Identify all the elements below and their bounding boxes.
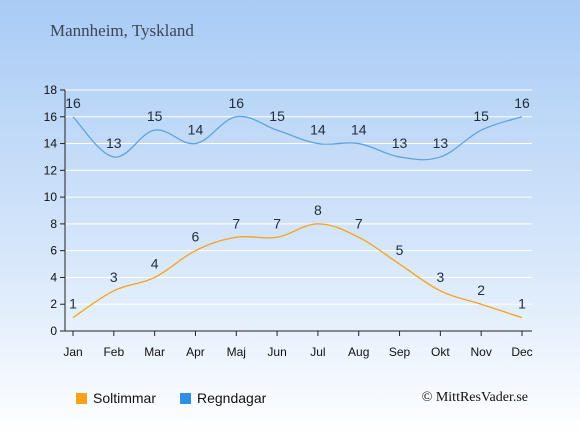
- data-label-soltimmar: 8: [314, 202, 322, 218]
- y-tick-label: 10: [44, 190, 58, 204]
- data-label-soltimmar: 7: [273, 215, 281, 231]
- legend-regndagar: Regndagar: [180, 390, 266, 406]
- data-label-regndagar: 15: [269, 108, 285, 124]
- data-label-regndagar: 14: [351, 122, 367, 138]
- x-tick-label: Sep: [389, 345, 411, 359]
- y-tick-label: 14: [44, 137, 58, 151]
- data-label-soltimmar: 3: [110, 269, 118, 285]
- x-tick-labels: Jan Feb Mar Apr Maj Jun Jul Aug Sep Okt Nov Dec: [63, 345, 532, 359]
- data-label-regndagar: 13: [392, 135, 408, 151]
- data-label-soltimmar: 1: [69, 296, 77, 312]
- y-tick-label: 16: [44, 110, 58, 124]
- data-label-soltimmar: 7: [232, 215, 240, 231]
- y-tick-label: 8: [50, 217, 57, 231]
- y-tick-label: 4: [50, 270, 57, 284]
- data-label-soltimmar: 3: [436, 269, 444, 285]
- series-line-soltimmar: [72, 223, 523, 319]
- data-label-regndagar: 15: [147, 108, 163, 124]
- x-tick-label: Apr: [186, 345, 205, 359]
- grid-lines: [65, 89, 532, 332]
- data-label-regndagar: 15: [473, 108, 489, 124]
- data-label-regndagar: 14: [188, 122, 204, 138]
- y-tick-label: 18: [44, 83, 58, 97]
- series-line-regndagar: [72, 115, 523, 161]
- copyright-text: © MittResVader.se: [421, 390, 528, 405]
- data-label-soltimmar: 1: [518, 296, 526, 312]
- x-tick-label: Nov: [471, 345, 492, 359]
- legend-swatch-soltimmar: [76, 392, 87, 404]
- axes: [60, 89, 532, 336]
- x-tick-label: Maj: [227, 345, 246, 359]
- x-tick-label: Okt: [431, 345, 450, 359]
- x-tick-label: Jul: [310, 345, 325, 359]
- x-tick-label: Aug: [348, 345, 369, 359]
- data-label-soltimmar: 7: [355, 215, 363, 231]
- series-lines: [72, 115, 523, 319]
- y-tick-label: 12: [44, 163, 58, 177]
- x-tick-label: Dec: [511, 345, 532, 359]
- data-label-regndagar: 16: [514, 95, 530, 111]
- data-label-soltimmar: 5: [396, 242, 404, 258]
- data-label-regndagar: 13: [433, 135, 449, 151]
- data-label-soltimmar: 6: [192, 229, 200, 245]
- chart-title: Mannheim, Tyskland: [50, 21, 194, 40]
- y-tick-label: 0: [50, 324, 57, 338]
- legend-swatch-regndagar: [180, 392, 191, 404]
- y-tick-label: 2: [50, 297, 57, 311]
- legend-label-soltimmar: Soltimmar: [93, 390, 157, 406]
- data-label-regndagar: 14: [310, 122, 326, 138]
- x-tick-label: Jun: [267, 345, 286, 359]
- legend-soltimmar: Soltimmar: [76, 390, 156, 406]
- y-tick-labels: 0 2 4 6 8 10 12 14 16 18: [44, 83, 58, 338]
- x-tick-label: Jan: [63, 345, 82, 359]
- data-label-regndagar: 13: [106, 135, 122, 151]
- y-tick-label: 6: [50, 244, 57, 258]
- data-label-regndagar: 16: [65, 95, 81, 111]
- x-tick-label: Feb: [103, 345, 124, 359]
- x-tick-label: Mar: [144, 345, 165, 359]
- data-label-regndagar: 16: [228, 95, 244, 111]
- data-label-soltimmar: 2: [477, 282, 485, 298]
- data-label-soltimmar: 4: [151, 255, 159, 271]
- legend-label-regndagar: Regndagar: [197, 390, 267, 406]
